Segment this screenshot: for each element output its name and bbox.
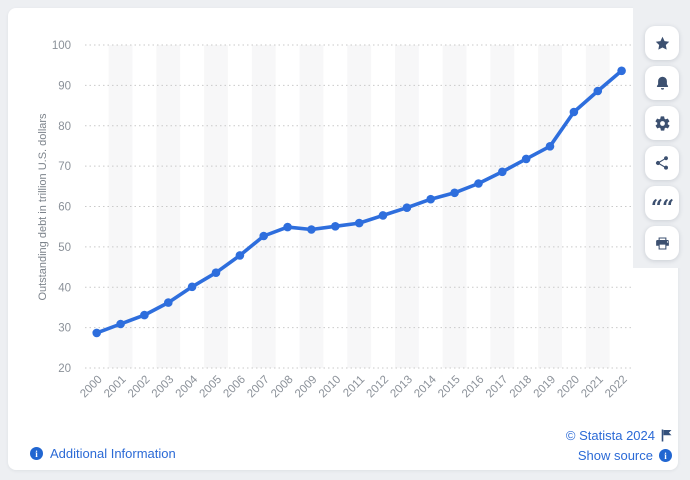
data-point[interactable] <box>307 225 316 234</box>
chart-card <box>8 8 678 470</box>
chart-toolbar: ““ <box>645 26 679 260</box>
bell-icon <box>654 75 671 92</box>
data-point[interactable] <box>331 222 340 231</box>
data-point[interactable] <box>521 154 531 164</box>
footer-source-block: © Statista 2024 Show source i <box>566 428 672 463</box>
info-icon: i <box>30 447 43 460</box>
star-icon <box>654 35 671 52</box>
show-source-link[interactable]: Show source i <box>578 448 672 463</box>
copyright-link[interactable]: © Statista 2024 <box>566 428 672 443</box>
data-point[interactable] <box>211 268 221 278</box>
data-point[interactable] <box>474 179 483 188</box>
copyright-label: © Statista 2024 <box>565 428 655 443</box>
cite-button[interactable]: ““ <box>645 186 679 220</box>
data-point[interactable] <box>402 203 412 212</box>
show-source-label: Show source <box>577 448 653 463</box>
data-point[interactable] <box>426 194 436 204</box>
data-point[interactable] <box>259 231 269 241</box>
share-button[interactable] <box>645 146 679 180</box>
data-point[interactable] <box>187 282 197 292</box>
share-icon <box>654 155 670 171</box>
print-button[interactable] <box>645 226 679 260</box>
info-icon: i <box>659 449 672 462</box>
data-point[interactable] <box>164 298 173 307</box>
data-point[interactable] <box>569 107 579 117</box>
data-point[interactable] <box>235 251 245 260</box>
data-point[interactable] <box>617 66 626 76</box>
settings-button[interactable] <box>645 106 679 140</box>
data-point[interactable] <box>354 218 364 228</box>
alert-button[interactable] <box>645 66 679 100</box>
additional-information-label: Additional Information <box>50 446 176 461</box>
data-point[interactable] <box>450 188 459 198</box>
printer-icon <box>654 235 671 252</box>
gear-icon <box>654 115 671 132</box>
additional-information-link[interactable]: i Additional Information <box>30 446 176 461</box>
data-point[interactable] <box>92 328 101 338</box>
data-point[interactable] <box>140 310 149 320</box>
data-point[interactable] <box>116 319 125 329</box>
quote-icon: ““ <box>650 194 674 220</box>
flag-icon <box>661 429 672 442</box>
data-point[interactable] <box>593 86 603 96</box>
data-point[interactable] <box>545 142 555 151</box>
favorite-button[interactable] <box>645 26 679 60</box>
data-point[interactable] <box>283 222 292 232</box>
data-point[interactable] <box>498 167 507 177</box>
data-point[interactable] <box>378 211 388 220</box>
